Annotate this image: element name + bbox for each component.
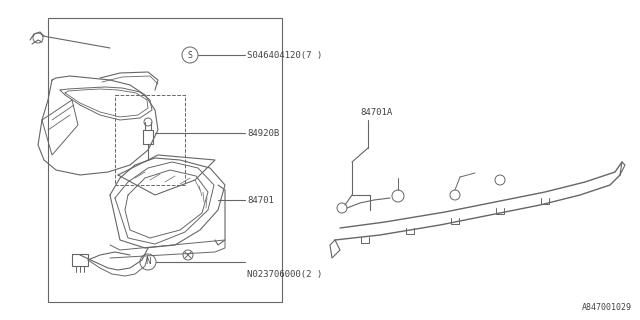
Text: N: N <box>145 258 151 267</box>
Text: 84701A: 84701A <box>360 108 392 116</box>
Text: A847001029: A847001029 <box>582 303 632 312</box>
Text: S046404120(7 ): S046404120(7 ) <box>247 51 323 60</box>
Circle shape <box>182 47 198 63</box>
Text: S: S <box>188 51 193 60</box>
Circle shape <box>140 254 156 270</box>
Text: 84701: 84701 <box>247 196 274 204</box>
Text: 84920B: 84920B <box>247 129 279 138</box>
Text: N023706000(2 ): N023706000(2 ) <box>247 270 323 279</box>
